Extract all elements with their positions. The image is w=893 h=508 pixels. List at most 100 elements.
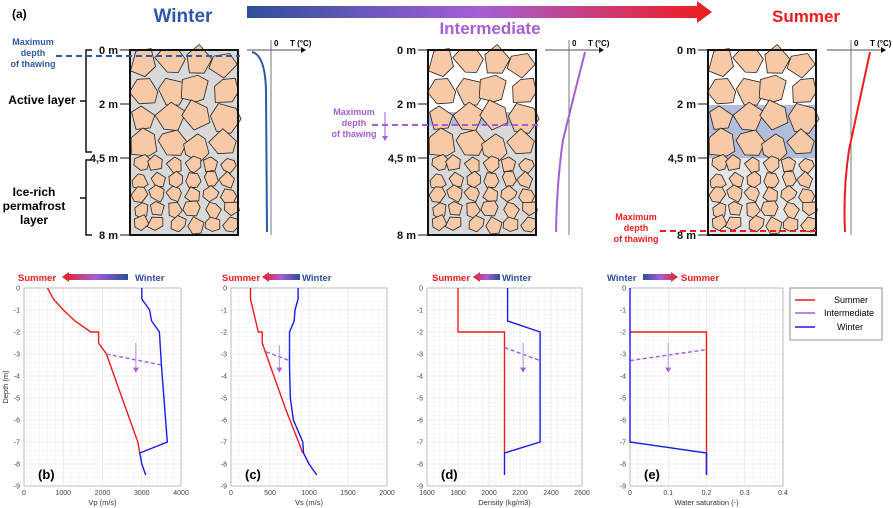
x-axis-label: Water saturation (-) [674,498,739,507]
rock [154,101,187,132]
temp-axis-label: T (°C) [870,39,892,48]
rock [746,201,761,219]
rock [429,105,454,130]
panel-label: (e) [644,467,660,482]
rock [146,216,164,231]
rock [209,103,242,134]
plot-b: 0 1000 2000 3000 4000 0 -1 -2 -3 -4 -5 -6 -7 -8 -9 Vp (… [1,272,189,507]
depth-label: 8 m [677,230,696,242]
rock [202,185,220,203]
rock [208,128,237,155]
y-tick-label: 0 [16,286,20,293]
rock [203,170,219,187]
depth-label: 4,5 m [90,153,118,165]
season-arrow-left-icon [262,272,300,282]
panel-label: (c) [245,467,261,482]
rock [786,128,815,155]
arrow-down-icon [520,367,527,373]
direction-label-right: Winter [302,273,332,284]
x-tick-label: 0.4 [778,490,788,497]
season-arrow-left-icon [473,272,500,282]
rock [516,170,533,189]
y-tick-label: -7 [14,440,20,447]
winter-title: Winter [154,6,214,27]
rock [182,200,201,217]
temperature-profile-summer: 0 T (°C) [827,39,892,235]
rock [218,170,235,189]
rock [186,43,213,74]
x-tick-label: 2200 [512,490,528,497]
y-tick-label: -4 [620,374,626,381]
plot-frame [23,287,182,487]
max-thaw-label: Maximum [12,37,54,47]
arrow-down-icon [132,367,139,373]
direction-label-right: Summer [681,273,719,284]
rock [780,185,798,203]
soil-column-intermediate: 0 m 2 m 4,5 m 8 m 0 T (°C) [388,39,610,242]
rock [782,216,799,232]
x-tick-label: 1500 [340,490,356,497]
y-tick-label: -2 [14,330,20,337]
y-tick-label: -9 [14,484,20,491]
y-tick-label: -3 [417,352,423,359]
rock [727,201,743,216]
rock [518,158,535,174]
rock [428,127,456,157]
rock [762,155,780,174]
rock [204,216,221,232]
column-frame [129,49,239,236]
max-thaw-label: of thawing [614,234,659,244]
x-tick-label: 500 [264,490,276,497]
rock [780,156,797,173]
x-tick-label: 0.1 [663,490,673,497]
rock [485,216,503,235]
direction-label-right: Winter [502,273,532,284]
y-axis-label: Depth (m) [1,370,10,404]
direction-label-right: Winter [135,273,165,284]
rock [446,184,463,203]
rock [501,170,517,187]
x-tick-label: 2600 [574,490,590,497]
season-gradient-arrow [247,1,712,23]
x-axis-label: Vp (m/s) [88,498,117,507]
depth-label: 0 m [677,45,696,57]
plot-d: 1600 1800 2000 2200 2400 2600 0 -1 -2 -3 -4 -5 -6 -7 -… [417,272,590,507]
x-tick-label: 0 [22,490,26,497]
rock [181,99,211,131]
depth-label: 8 m [397,230,416,242]
soil-column-summer: 0 m 2 m 4,5 m 8 m 0 T (°C) [668,39,892,242]
rock [431,214,448,232]
rock [786,53,816,79]
max-thaw-label: depth [342,118,367,128]
depth-label: 2 m [677,99,696,111]
rock [506,128,535,155]
panel-label-a: (a) [12,7,27,21]
y-tick-label: -2 [221,330,227,337]
rock [131,173,149,190]
rock [482,186,499,202]
max-thaw-label: Maximum [333,107,375,117]
y-tick-label: -9 [620,484,626,491]
plot-frame [230,287,388,487]
x-axis-label: Density (kg/m3) [478,498,531,507]
rock [431,154,449,171]
temp-axis-label: T (°C) [290,39,312,48]
y-tick-label: 0 [419,286,423,293]
rock [709,173,727,190]
rock [726,184,743,203]
rock [500,185,518,203]
rock [746,170,761,189]
rock [168,201,183,219]
rock [208,53,238,79]
rock [133,214,150,232]
rock [759,99,789,131]
x-tick-label: 2000 [379,490,395,497]
series-line-winter [288,288,318,476]
rock [133,154,151,171]
rock [711,154,729,171]
y-tick-label: -6 [620,418,626,425]
series-line-intermediate [106,353,162,366]
y-tick-label: -4 [14,374,20,381]
y-tick-label: -7 [221,440,227,447]
